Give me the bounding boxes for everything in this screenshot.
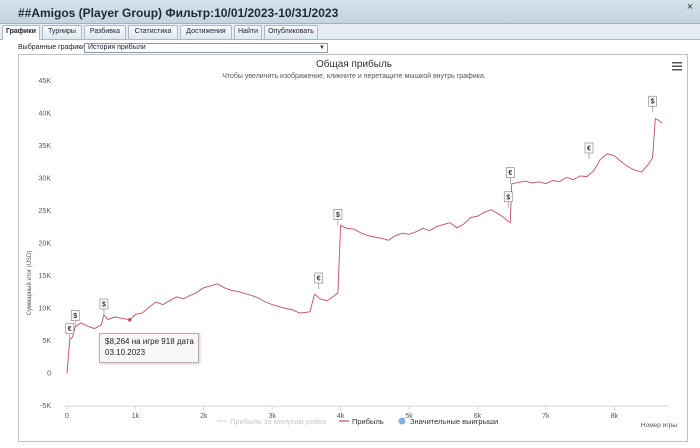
tab-graphs[interactable]: Графики xyxy=(2,25,40,40)
big-win-marker-label: € xyxy=(587,146,591,153)
big-win-marker-label: $ xyxy=(336,212,340,219)
y-tick-label: 30K xyxy=(39,176,52,183)
legend-label: Прибыль за минусом рейка xyxy=(230,417,327,426)
legend-label: Прибыль xyxy=(352,417,384,426)
big-win-marker-label: € xyxy=(68,326,72,333)
big-win-marker-label: $ xyxy=(651,99,655,106)
tab-statistics[interactable]: Статистика xyxy=(128,25,178,39)
x-tick-label: 8k xyxy=(611,413,619,420)
x-tick-label: 1k xyxy=(132,413,140,420)
big-win-marker[interactable]: $ xyxy=(99,298,109,315)
hovered-point xyxy=(127,317,132,322)
big-wins-markers: €$$€$$€€$ xyxy=(65,95,657,340)
legend-item-2[interactable]: Значительные выигрыши xyxy=(398,417,499,426)
y-tick-label: 35K xyxy=(39,143,52,150)
big-win-marker[interactable]: $ xyxy=(648,95,657,113)
chevron-down-icon: ▼ xyxy=(319,45,325,51)
big-win-marker[interactable]: $ xyxy=(333,209,343,226)
chart-title: Общая прибыль xyxy=(316,58,392,70)
x-tick-label: 4k xyxy=(337,413,345,420)
tab-breakdown[interactable]: Разбивка xyxy=(84,25,126,39)
tab-achievements[interactable]: Достижения xyxy=(180,25,232,39)
x-tick-label: 3k xyxy=(269,413,277,420)
big-win-marker[interactable]: $ xyxy=(503,191,513,208)
tab-find[interactable]: Найти xyxy=(234,25,262,39)
big-win-marker-label: € xyxy=(317,276,321,283)
big-win-marker[interactable]: € xyxy=(584,142,594,159)
y-tick-label: 15K xyxy=(39,273,52,280)
big-win-marker[interactable]: € xyxy=(65,323,75,340)
close-icon[interactable]: × xyxy=(686,1,694,13)
y-tick-label: 0 xyxy=(47,371,51,378)
y-tick-label: -5K xyxy=(40,403,51,410)
profit-series-line xyxy=(66,118,663,374)
y-axis-label: Суммарный итог (USD) xyxy=(26,251,33,316)
profit-chart[interactable]: Общая прибыль Чтобы увеличить изображени… xyxy=(19,55,689,443)
big-win-marker-label: € xyxy=(508,170,512,177)
profit-chart-panel[interactable]: Общая прибыль Чтобы увеличить изображени… xyxy=(18,54,688,442)
tab-publish[interactable]: Опубликовать xyxy=(264,25,318,39)
window-title: ##Amigos (Player Group) Фильтр:10/01/202… xyxy=(18,6,339,20)
chart-menu-icon[interactable] xyxy=(672,62,682,71)
x-tick-label: 7k xyxy=(542,413,550,420)
chart-subtitle: Чтобы увеличить изображение, кликните и … xyxy=(222,72,486,80)
x-axis-label: Номер игры xyxy=(641,422,677,429)
legend-item-0[interactable]: Прибыль за минусом рейка xyxy=(217,417,327,426)
chart-selector-value: История прибыли xyxy=(88,44,146,51)
y-tick-label: 40K xyxy=(39,111,52,118)
big-win-marker[interactable]: $ xyxy=(70,310,80,327)
x-tick-label: 2k xyxy=(200,413,208,420)
y-tick-label: 5K xyxy=(42,338,51,345)
y-tick-label: 20K xyxy=(39,241,52,248)
x-tick-label: 6k xyxy=(474,413,482,420)
big-win-marker-label: $ xyxy=(506,194,510,201)
chart-selector-label: Выбранные графики: xyxy=(18,44,88,51)
big-win-marker[interactable]: € xyxy=(314,272,324,289)
legend-item-1[interactable]: Прибыль xyxy=(339,417,384,426)
big-win-marker-label: $ xyxy=(73,313,77,320)
x-tick-label: 5k xyxy=(405,413,413,420)
legend-label: Значительные выигрыши xyxy=(410,417,498,426)
y-tick-label: 25K xyxy=(39,208,52,215)
tooltip-line-1: $8,264 на игре 918 дата xyxy=(105,337,194,346)
point-tooltip: $8,264 на игре 918 дата 03.10.2023 xyxy=(99,333,199,363)
chart-legend: Прибыль за минусом рейка Прибыль Значитель… xyxy=(217,417,498,426)
y-tick-label: 10K xyxy=(39,306,52,313)
big-win-marker-label: $ xyxy=(102,302,106,309)
chart-selector-dropdown[interactable]: История прибыли ▼ xyxy=(84,43,328,53)
tab-bar: Графики Турниры Разбивка Статистика Дост… xyxy=(0,24,700,40)
y-axis-ticks: -5K 0 5K 10K 15K 20K 25K 30K 35K 40K 45K xyxy=(39,78,52,410)
legend-swatch xyxy=(398,417,406,425)
tab-tournaments[interactable]: Турниры xyxy=(42,25,82,39)
x-tick-label: 0 xyxy=(65,413,69,420)
x-axis-ticks: 0 1k 2k 3k 4k 5k 6k 7k 8k xyxy=(65,406,618,420)
y-tick-label: 45K xyxy=(39,78,52,85)
series-layer xyxy=(66,118,663,374)
title-bar[interactable]: ##Amigos (Player Group) Фильтр:10/01/202… xyxy=(0,0,700,24)
big-win-marker[interactable]: € xyxy=(505,167,515,184)
tooltip-line-2: 03.10.2023 xyxy=(105,348,146,357)
